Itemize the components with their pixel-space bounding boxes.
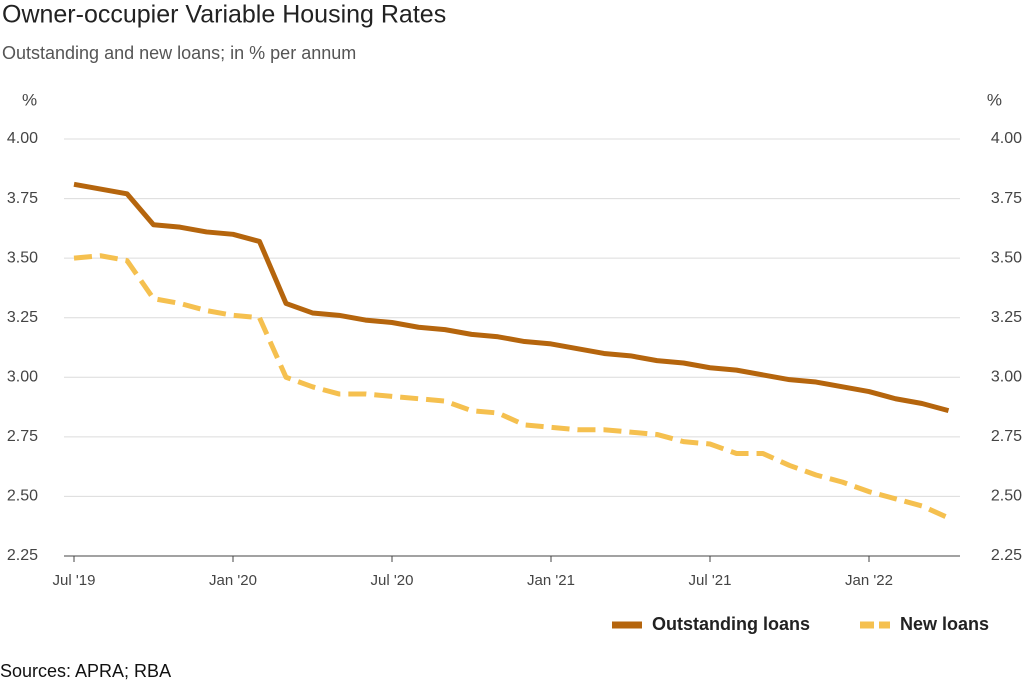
y-tick-label: 3.75 [7, 190, 38, 207]
y-tick-label: 3.50 [7, 249, 38, 266]
y-tick-label: 2.75 [7, 428, 38, 445]
x-tick-label: Jul '20 [371, 572, 414, 589]
x-tick-label: Jul '19 [53, 572, 96, 589]
chart-subtitle: Outstanding and new loans; in % per annu… [2, 43, 356, 63]
y2-tick-label: 3.25 [991, 309, 1022, 326]
legend-label: Outstanding loans [652, 614, 810, 634]
y-tick-label: 2.50 [7, 488, 38, 505]
y-tick-label: 2.25 [7, 547, 38, 564]
y2-tick-label: 2.75 [991, 428, 1022, 445]
x-tick-label: Jan '20 [209, 572, 257, 589]
chart-title: Owner-occupier Variable Housing Rates [2, 1, 446, 29]
x-tick-label: Jan '22 [845, 572, 893, 589]
series-line [73, 181, 950, 414]
y2-tick-label: 2.25 [991, 547, 1022, 564]
y2-tick-label: 3.50 [991, 249, 1022, 266]
series-line [73, 253, 950, 521]
y-tick-label: 3.25 [7, 309, 38, 326]
y-tick-label: 4.00 [7, 130, 38, 147]
source: Sources: APRA; RBA [0, 661, 171, 681]
y2-tick-label: 3.75 [991, 190, 1022, 207]
x-tick-label: Jul '21 [689, 572, 732, 589]
y2-axis-unit: % [987, 90, 1002, 109]
y-axis-unit: % [22, 90, 37, 109]
y2-tick-label: 2.50 [991, 488, 1022, 505]
y2-tick-label: 3.00 [991, 369, 1022, 386]
y2-tick-label: 4.00 [991, 130, 1022, 147]
legend-label: New loans [900, 614, 989, 634]
y-tick-label: 3.00 [7, 369, 38, 386]
x-tick-label: Jan '21 [527, 572, 575, 589]
